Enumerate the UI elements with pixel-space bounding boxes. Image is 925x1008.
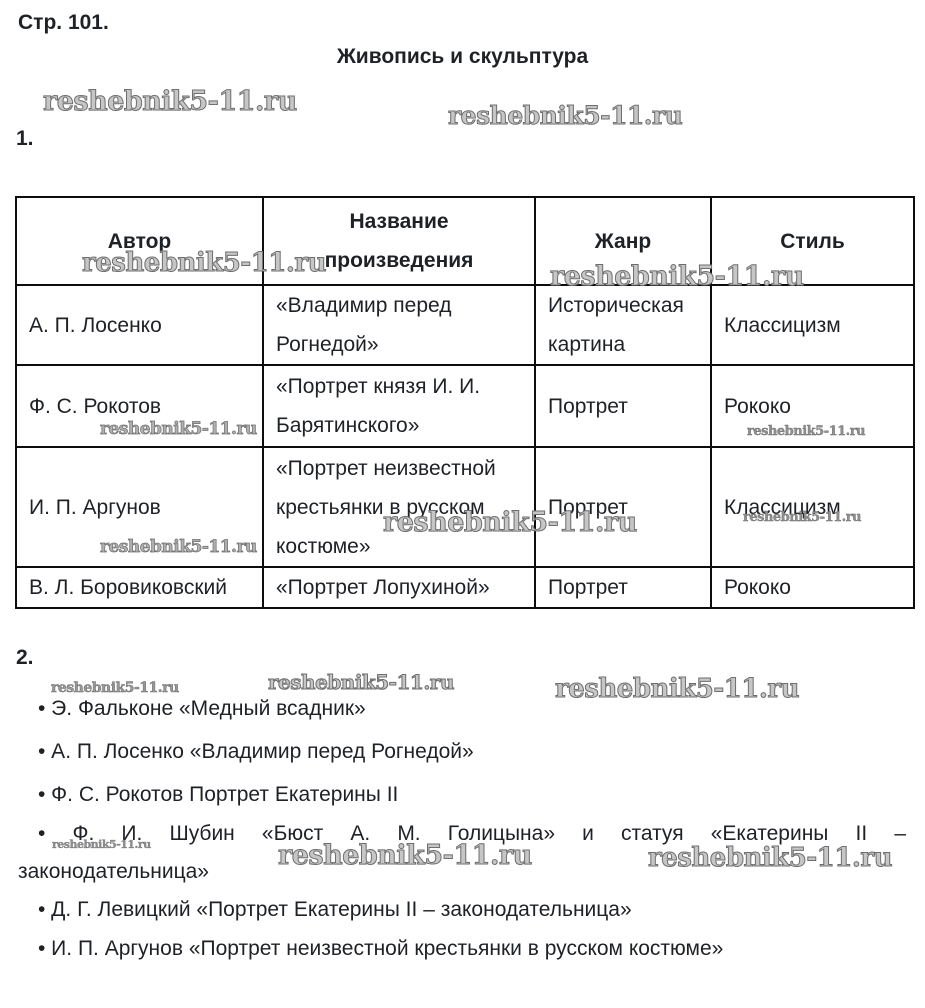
list-item: • А. П. Лосенко «Владимир перед Рогнедой… (38, 740, 474, 763)
col-header-style: Стиль (710, 196, 915, 286)
table-cell-genre: Портрет (534, 446, 712, 568)
watermark: reshebnik5-11.ru (447, 101, 683, 130)
watermark: reshebnik5-11.ru (43, 86, 298, 117)
page-title: Живопись и скульптура (336, 45, 589, 68)
col-header-work-title: Название произведения (262, 196, 536, 286)
table-cell-work-title: «Портрет Лопухиной» (262, 566, 536, 609)
table-cell-author: И. П. Аргунов (15, 446, 264, 568)
list-item-line: • Ф. И. Шубин «Бюст А. М. Голицына» и ст… (38, 822, 906, 845)
artworks-table: Автор Название произведения Жанр Стиль А… (15, 196, 915, 609)
list-item: • Ф. С. Рокотов Портрет Екатерины II (38, 783, 399, 806)
table-header-row: Автор Название произведения Жанр Стиль (15, 196, 915, 286)
table-row: И. П. Аргунов «Портрет неизвестной крест… (15, 446, 915, 568)
table-cell-genre: Портрет (534, 566, 712, 609)
col-header-genre: Жанр (534, 196, 712, 286)
table-row: Ф. С. Рокотов «Портрет князя И. И. Барят… (15, 364, 915, 448)
section-1-number: 1. (16, 127, 34, 150)
watermark: reshebnik5-11.ru (554, 674, 800, 704)
table-cell-work-title: «Владимир перед Рогнедой» (262, 284, 536, 366)
table-cell-work-title: «Портрет неизвестной крестьянки в русско… (262, 446, 536, 568)
watermark: reshebnik5-11.ru (268, 670, 455, 694)
list-item: • И. П. Аргунов «Портрет неизвестной кре… (38, 937, 724, 960)
table-cell-genre: Портрет (534, 364, 712, 448)
page-number-label: Стр. 101. (18, 11, 109, 34)
list-item: • Д. Г. Левицкий «Портрет Екатерины II –… (38, 898, 632, 921)
table-row: В. Л. Боровиковский «Портрет Лопухиной» … (15, 566, 915, 609)
watermark: reshebnik5-11.ru (51, 680, 180, 696)
table-cell-work-title: «Портрет князя И. И. Барятинского» (262, 364, 536, 448)
table-cell-author: В. Л. Боровиковский (15, 566, 264, 609)
table-cell-style: Рококо (710, 566, 915, 609)
watermark: reshebnik5-11.ru (647, 843, 893, 873)
table-cell-style: Рококо (710, 364, 915, 448)
section-2-number: 2. (16, 646, 34, 669)
list-item: • Э. Фальконе «Медный всадник» (38, 697, 366, 720)
list-item-continuation: законодательница» (18, 860, 209, 883)
watermark: reshebnik5-11.ru (278, 840, 533, 871)
table-cell-style: Классицизм (710, 284, 915, 366)
table-row: А. П. Лосенко «Владимир перед Рогнедой» … (15, 284, 915, 366)
table-cell-author: А. П. Лосенко (15, 284, 264, 366)
table-cell-style: Классицизм (710, 446, 915, 568)
col-header-author: Автор (15, 196, 264, 286)
table-cell-genre: Историческая картина (534, 284, 712, 366)
table-cell-author: Ф. С. Рокотов (15, 364, 264, 448)
